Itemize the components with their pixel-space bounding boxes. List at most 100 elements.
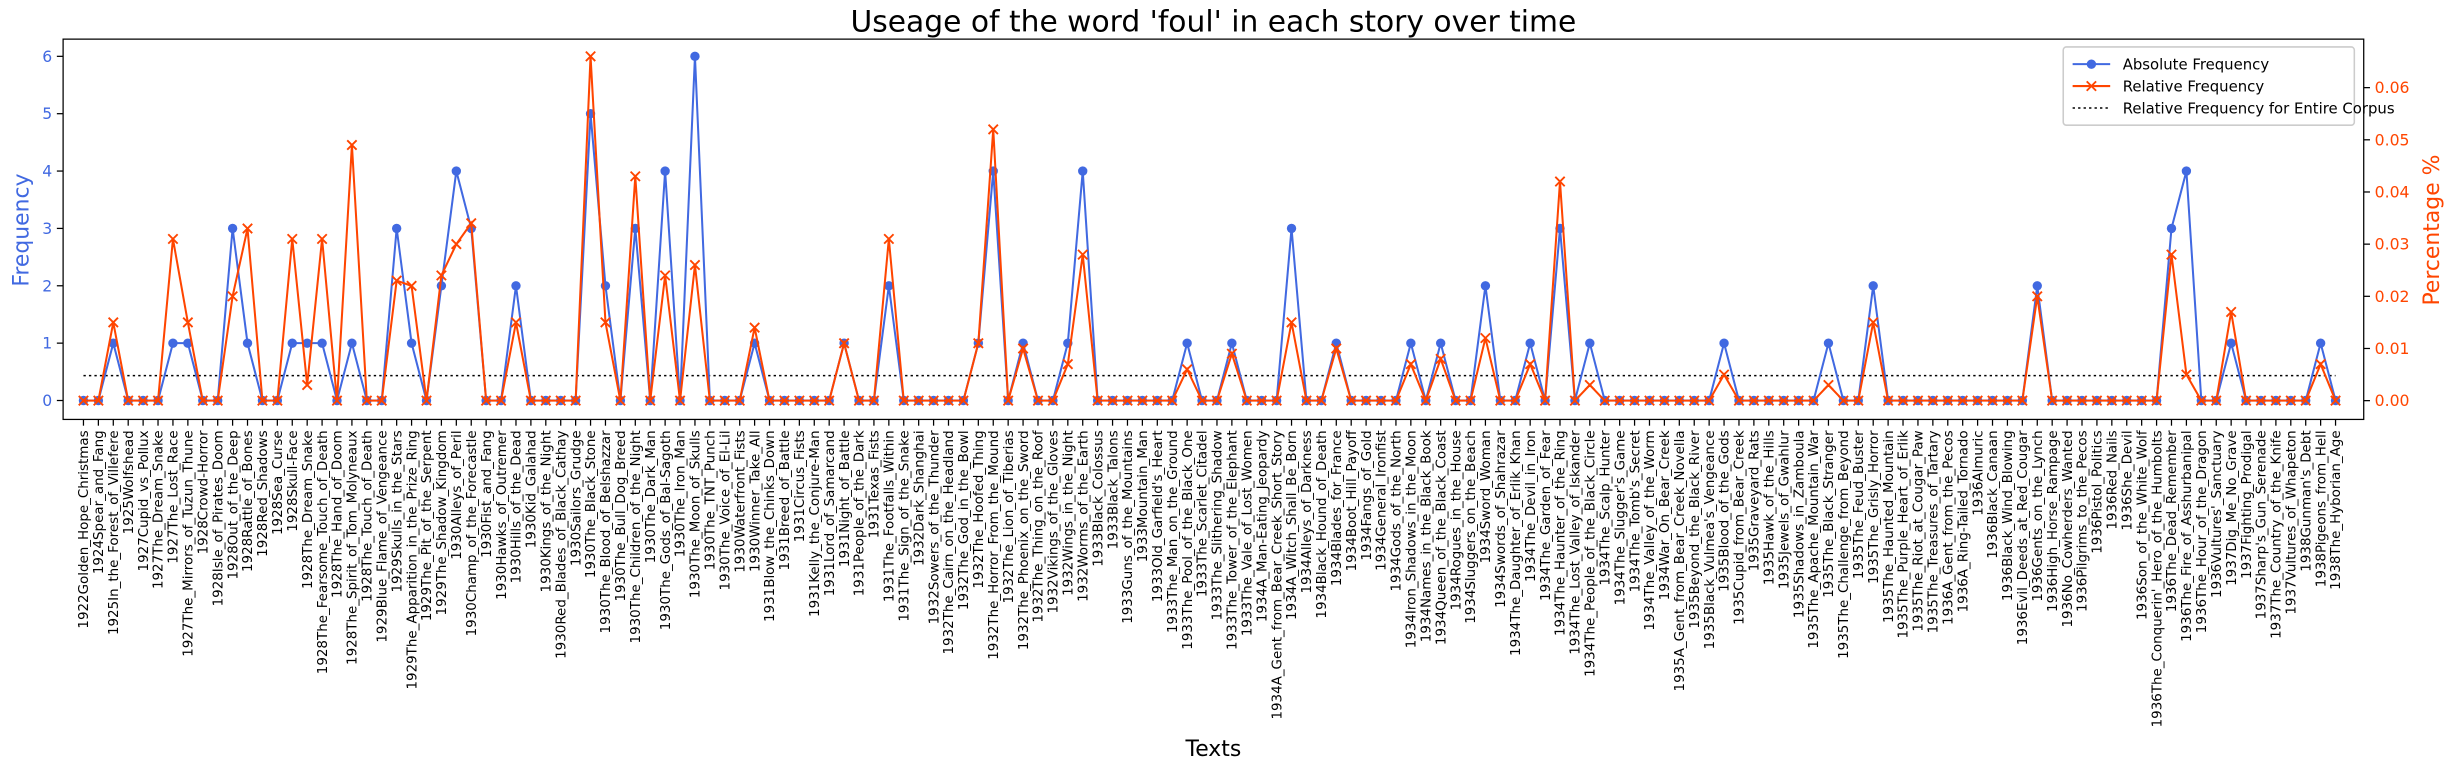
x-tick-label: 1938The_Hyborian_Age xyxy=(2329,430,2344,589)
point xyxy=(1524,358,1536,370)
x-tick-label: 1934The_Garden_of_Fear xyxy=(1539,430,1554,601)
x-tick-label: 1928The_Spirit_of_Tom_Molyneaux xyxy=(346,430,361,665)
point xyxy=(1345,395,1357,407)
x-tick-label: 1930Alleys_of_Peril xyxy=(450,430,465,559)
point xyxy=(391,275,403,287)
x-tick-label: 1936Evil_Deeds_at_Red_Cougar xyxy=(2016,430,2031,645)
x-tick-label: 1932The_Phoenix_on_the_Sword xyxy=(1017,430,1032,650)
point xyxy=(183,338,193,348)
point xyxy=(1838,395,1849,407)
x-tick-label: 1933The_Tower_of_the_Elephant xyxy=(1226,430,1241,650)
point xyxy=(347,338,357,348)
x-tick-label: 1936She_Devil xyxy=(2120,430,2135,530)
point xyxy=(1465,395,1476,407)
x-tick-label: 1936No_Cowherders_Wanted xyxy=(2061,430,2076,627)
chart-title: Useage of the word 'foul' in each story … xyxy=(851,4,1577,39)
x-tick-label: 1935Jewels_of_Gwahlur xyxy=(1777,430,1792,589)
plot-frame xyxy=(62,38,2365,421)
x-tick-label: 1930The_Children_of_the_Night xyxy=(629,430,644,643)
point xyxy=(555,395,567,407)
x-tick-label: 1932The_Thing_on_the_Roof xyxy=(1032,430,1047,623)
point xyxy=(227,290,238,302)
x-tick-label: 1934The_People_of_the_Black_Circle xyxy=(1584,430,1599,677)
series-line xyxy=(83,56,2337,404)
x-tick-label: 1930Champ_of_the_Forecastle xyxy=(465,430,480,636)
point xyxy=(2031,290,2043,302)
point xyxy=(1748,395,1760,407)
x-tick-label: 1935Beyond_the_Black_River xyxy=(1688,430,1703,629)
x-tick-label: 1925In_the_Forest_of_Villefere xyxy=(107,430,122,635)
x-tick-label: 1936Black_Canaan xyxy=(1986,430,2001,558)
point xyxy=(2210,395,2222,407)
x-tick-label: 1930Red_Blades_of_Black_Cathay xyxy=(554,430,569,659)
x-tick-label: 1930The_Gods_of_Bal-Sagoth xyxy=(659,430,674,630)
point xyxy=(853,395,865,407)
x-tick-label: 1931Circus_Fists xyxy=(793,430,808,542)
point xyxy=(1390,395,1402,407)
point xyxy=(1494,395,1506,407)
y-tick-label: 5 xyxy=(42,104,52,123)
point xyxy=(928,395,939,407)
point xyxy=(1330,343,1342,354)
point xyxy=(2046,395,2058,407)
point xyxy=(972,337,984,349)
point xyxy=(450,238,462,250)
x-tick-label: 1931People_of_the_Dark xyxy=(853,430,868,596)
x-tick-label: 1934The_Tomb's_Secret xyxy=(1628,430,1643,592)
x-tick-label: 1934The_Valley_of_the_Worm xyxy=(1643,430,1658,630)
x-tick-label: 1935The_Grisly_Horror xyxy=(1867,430,1882,584)
point xyxy=(287,338,297,348)
x-tick-label: 1930Hawks_of_Outremer xyxy=(495,430,510,600)
x-tick-label: 1934Rogues_in_the_House xyxy=(1449,430,1464,610)
x-tick-label: 1932Worms_of_the_Earth xyxy=(1076,430,1091,602)
x-tick-label: 1934Queen_of_the_Black_Coast xyxy=(1434,430,1449,645)
x-tick-label: 1929The_Shadow_Kingdom xyxy=(435,430,450,615)
point xyxy=(1957,395,1969,407)
point xyxy=(78,395,89,407)
point xyxy=(2270,395,2282,407)
point xyxy=(107,317,119,328)
x-tick-label: 1928Crowd-Horror xyxy=(196,430,211,554)
point xyxy=(749,322,760,333)
x-tick-label: 1930The_Blood_of_Belshazzar xyxy=(599,430,614,634)
point xyxy=(1852,395,1864,407)
x-tick-label: 1935The_Haunted_Mountain xyxy=(1882,430,1897,623)
point xyxy=(510,317,522,328)
point xyxy=(734,395,746,407)
point xyxy=(1763,395,1775,407)
x-tick-label: 1933The_Vale_of_Lost_Women xyxy=(1240,430,1255,636)
point xyxy=(108,338,118,348)
point xyxy=(689,259,701,271)
point xyxy=(943,395,954,407)
x-tick-label: 1936Pilgrims_to_the_Pecos xyxy=(2076,430,2091,612)
point xyxy=(2225,306,2237,318)
point xyxy=(122,395,134,407)
point xyxy=(674,395,686,407)
x-tick-label: 1928Skull-Face xyxy=(286,430,301,531)
x-tick-label: 1936Almuric xyxy=(1971,430,1986,515)
x-tick-label: 1930The_TNT_Punch xyxy=(704,430,719,570)
point xyxy=(1450,395,1461,407)
point xyxy=(1360,395,1372,407)
point xyxy=(376,395,388,407)
point xyxy=(1122,395,1133,407)
y2-tick-label: 0.04 xyxy=(2375,182,2410,201)
y-tick-label: 0 xyxy=(42,391,52,410)
point xyxy=(1719,338,1729,348)
point xyxy=(1062,358,1074,370)
point xyxy=(227,223,238,234)
point xyxy=(1703,395,1715,407)
point xyxy=(600,281,611,291)
point xyxy=(1718,369,1730,380)
x-tick-label: 1929Skulls_in_the_Stars xyxy=(390,430,405,592)
point xyxy=(1406,338,1416,348)
x-tick-label: 1929The_Apparition_in_the_Prize_Ring xyxy=(405,430,420,689)
point xyxy=(1002,395,1014,407)
x-tick-label: 1936Pistol_Politics xyxy=(2091,430,2106,553)
point xyxy=(257,395,268,407)
x-tick-label: 1935The_Apache_Mountain_War xyxy=(1807,430,1822,649)
x-tick-label: 1930Hills_of_the_Dead xyxy=(510,430,525,583)
point xyxy=(286,233,298,245)
point xyxy=(1882,395,1894,407)
point xyxy=(719,395,731,407)
